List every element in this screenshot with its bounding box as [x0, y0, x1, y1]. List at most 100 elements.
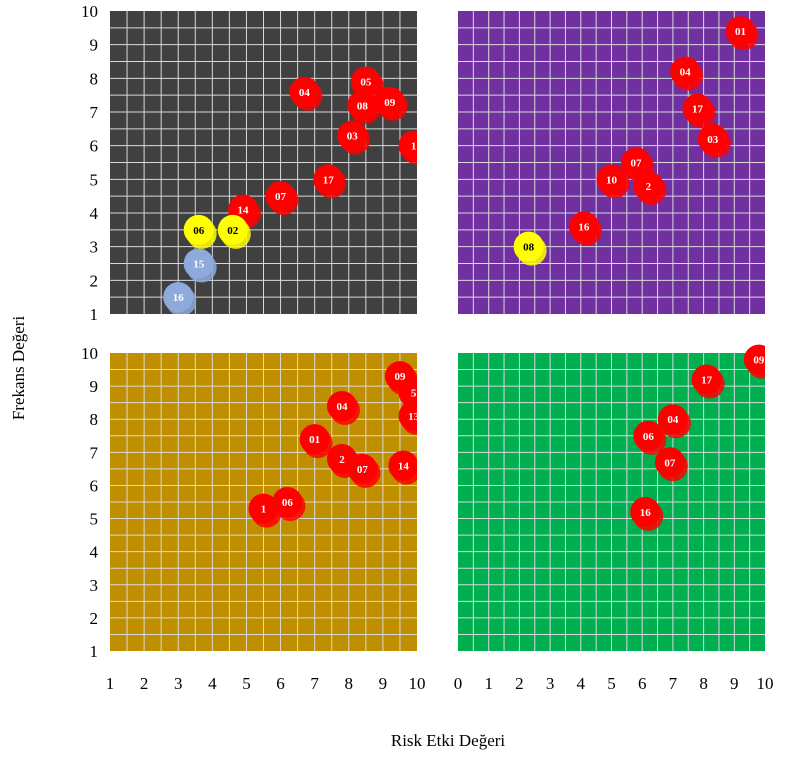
data-point: 01 [725, 16, 759, 51]
x-tick-label: 8 [345, 674, 354, 693]
data-point-label: 1 [261, 504, 267, 516]
data-point: 08 [513, 231, 547, 266]
panel-points: 09 17 04 06 07 16 [630, 344, 765, 531]
y-tick-label: 10 [81, 344, 98, 363]
panel-points: 09 5 04 13 01 2 07 14 06 1 [248, 361, 420, 528]
data-point-label: 15 [193, 259, 205, 271]
data-point-label: 06 [282, 497, 294, 509]
data-point-marker [691, 364, 722, 395]
x-tick-label: 1 [106, 674, 115, 693]
data-point: 04 [657, 404, 691, 439]
data-point-label: 04 [336, 401, 348, 413]
x-tick-label: 5 [242, 674, 251, 693]
data-point: 14 [388, 450, 417, 485]
data-point-label: 01 [309, 434, 320, 446]
data-point-label: 2 [646, 181, 652, 193]
data-point: 1 [398, 130, 417, 165]
data-point-marker [682, 93, 713, 124]
y-tick-label: 9 [90, 377, 99, 396]
data-point-marker [265, 181, 296, 212]
data-point-marker [398, 130, 417, 161]
data-point-marker [374, 86, 405, 117]
y-tick-label: 1 [90, 305, 99, 324]
y-tick-label: 6 [90, 137, 99, 156]
data-point: 02 [217, 214, 251, 249]
data-point-label: 04 [680, 67, 692, 79]
data-point: 07 [654, 447, 688, 482]
x-tick-label: 10 [409, 674, 426, 693]
x-tick-label: 5 [607, 674, 616, 693]
data-point-label: 16 [578, 221, 590, 233]
y-tick-label: 6 [90, 476, 99, 495]
x-tick-label: 3 [546, 674, 555, 693]
data-point-label: 1 [411, 141, 417, 153]
x-tick-label: 7 [310, 674, 319, 693]
x-tick-label: 8 [699, 674, 708, 693]
y-tick-label: 4 [90, 204, 99, 223]
y-tick-label: 4 [90, 543, 99, 562]
data-point-marker [596, 164, 627, 195]
data-point-marker [313, 164, 344, 195]
y-tick-label: 7 [90, 103, 99, 122]
data-point-marker [633, 171, 664, 202]
data-point: 13 [398, 400, 420, 435]
data-point-label: 13 [408, 411, 420, 423]
y-tick-label: 8 [90, 69, 99, 88]
data-point-marker [398, 400, 417, 431]
data-point-marker [347, 453, 378, 484]
data-point-label: 07 [357, 464, 369, 476]
x-tick-label: 10 [757, 674, 774, 693]
data-point-label: 08 [523, 242, 535, 254]
data-point-marker [398, 377, 417, 408]
data-point: 03 [697, 123, 731, 158]
data-point: 04 [326, 390, 360, 425]
data-point: 07 [265, 181, 299, 216]
data-point-marker [743, 344, 765, 375]
y-tick-label: 2 [90, 271, 99, 290]
data-point: 04 [670, 56, 704, 91]
data-point-label: 09 [394, 371, 406, 383]
data-point-marker [183, 214, 214, 245]
data-point-label: 09 [384, 97, 396, 109]
y-tick-label: 3 [90, 238, 99, 257]
panel-2: 01 04 17 03 07 10 2 16 08 [458, 11, 765, 314]
x-tick-label: 2 [515, 674, 524, 693]
data-point: 09 [374, 86, 408, 121]
x-tick-label: 7 [669, 674, 678, 693]
data-point-label: 02 [227, 225, 239, 237]
data-point-label: 07 [664, 457, 676, 469]
data-point-label: 07 [275, 191, 287, 203]
data-point-marker [350, 66, 381, 97]
panel-3: 1 2 3 4 5 6 7 8 9 10 1 2 3 4 5 6 7 8 9 10 09 5 04 13 01 2 07 14 06 1 [81, 344, 426, 693]
x-tick-label: 6 [638, 674, 647, 693]
data-point-marker [183, 248, 214, 279]
data-point-marker [337, 120, 368, 151]
data-point: 06 [633, 420, 667, 455]
data-point: 09 [743, 344, 765, 379]
x-tick-label: 9 [730, 674, 739, 693]
data-point-label: 16 [640, 507, 652, 519]
data-point-label: 04 [299, 87, 311, 99]
data-point-marker [326, 390, 357, 421]
panel-4: 0 1 2 3 4 5 6 7 8 9 10 09 17 04 06 07 16 [454, 344, 774, 693]
x-tick-label: 6 [276, 674, 285, 693]
data-point-label: 17 [701, 374, 713, 386]
data-point-marker [248, 493, 279, 524]
data-point-label: 01 [735, 26, 746, 38]
x-tick-label: 2 [140, 674, 149, 693]
data-point-label: 03 [347, 131, 359, 143]
data-point-label: 08 [357, 100, 369, 112]
data-point: 16 [630, 496, 664, 531]
data-point-marker [725, 16, 756, 47]
data-point-label: 09 [753, 355, 765, 367]
data-point: 01 [299, 424, 333, 459]
data-point-marker [568, 211, 599, 242]
x-tick-label: 1 [484, 674, 493, 693]
x-axis-label: Risk Etki Değeri [391, 731, 506, 750]
data-point-label: 2 [339, 454, 345, 466]
data-point: 04 [289, 76, 323, 111]
data-point-label: 17 [692, 104, 704, 116]
data-point-marker [654, 447, 685, 478]
data-point-label: 16 [173, 292, 185, 304]
